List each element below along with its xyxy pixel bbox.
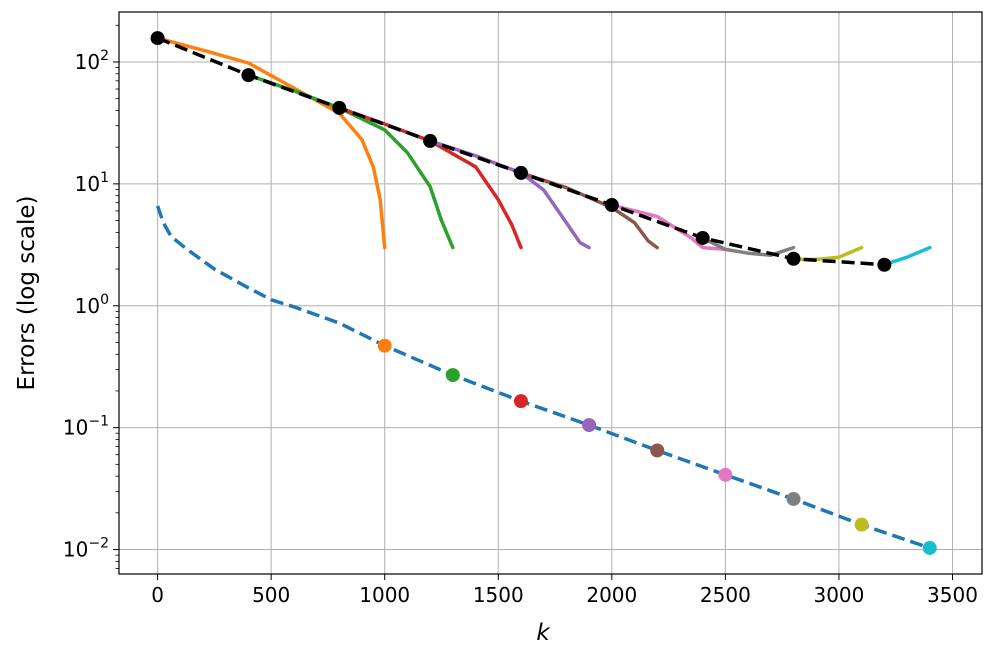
series-line	[882, 245, 932, 267]
series-marker	[513, 165, 528, 180]
series-marker	[786, 251, 801, 266]
series-marker	[604, 198, 619, 213]
series-marker	[877, 257, 892, 272]
series-marker	[922, 540, 937, 555]
series-marker	[150, 31, 165, 46]
y-axis-label: Errors (log scale)	[14, 196, 40, 391]
x-tick-label: 2000	[586, 583, 637, 607]
series-line	[791, 245, 864, 262]
series-marker	[786, 491, 801, 506]
x-tick-label: 2500	[700, 583, 751, 607]
x-tick-label: 1500	[473, 583, 524, 607]
y-tick-label: 10−1	[63, 414, 109, 440]
series-marker	[582, 418, 597, 433]
grid	[119, 12, 982, 574]
series-line	[337, 106, 523, 250]
series-marker	[377, 338, 392, 353]
y-tick-label: 102	[75, 48, 109, 74]
series-marker	[718, 467, 733, 482]
series-line	[155, 205, 931, 550]
x-tick-label: 0	[151, 583, 164, 607]
y-tick-label: 10−2	[63, 536, 109, 562]
series-line	[428, 139, 591, 250]
series-line	[700, 236, 796, 257]
series-marker	[513, 394, 528, 409]
series-layer	[150, 31, 937, 555]
axes: 0 500 1000 1500 2000 2500 3000 3500 102 101 100 10−…	[63, 24, 978, 607]
series-line	[610, 203, 728, 252]
plot-frame	[118, 11, 983, 575]
series-marker	[423, 133, 438, 148]
series-marker	[695, 230, 710, 245]
series-marker	[854, 517, 869, 532]
y-tick-label: 100	[75, 292, 109, 318]
x-tick-label: 500	[252, 583, 290, 607]
x-axis-label: k	[536, 620, 551, 646]
x-tick-label: 3500	[927, 583, 978, 607]
x-tick-label: 3000	[813, 583, 864, 607]
series-line	[246, 73, 455, 250]
series-marker	[241, 68, 256, 83]
series-marker	[332, 100, 347, 115]
y-tick-label: 101	[75, 170, 109, 196]
series-marker	[650, 443, 665, 458]
series-marker	[445, 368, 460, 383]
x-tick-label: 1000	[359, 583, 410, 607]
